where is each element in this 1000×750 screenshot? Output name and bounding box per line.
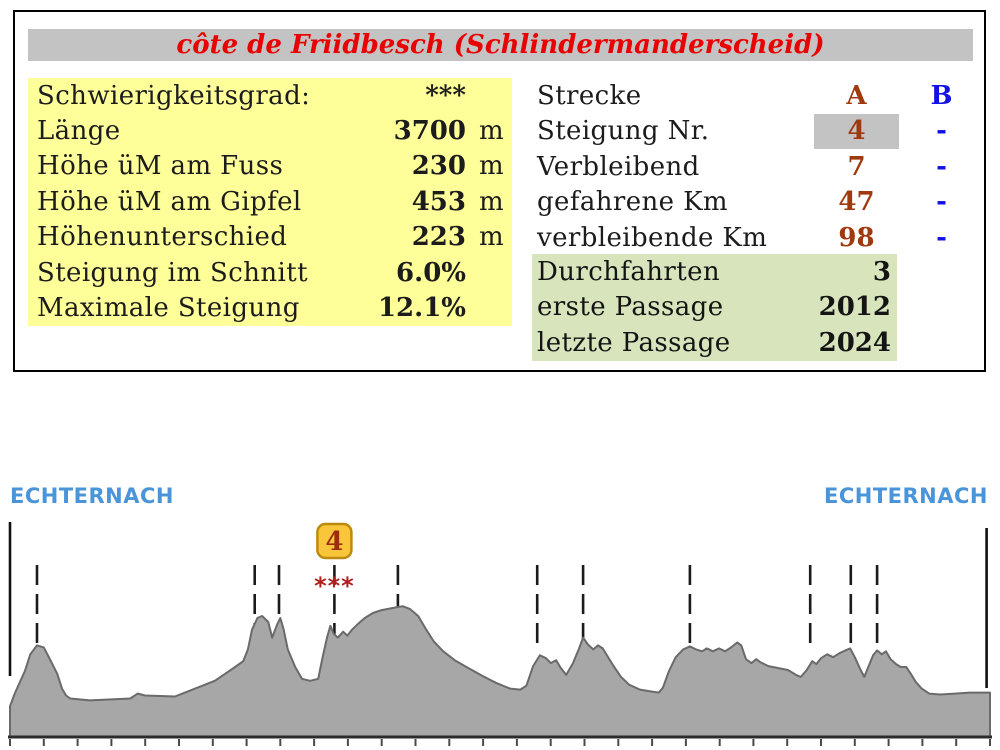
stat-label: Höhe üM am Fuss [37, 151, 284, 182]
stat-label: Höhenunterschied [37, 222, 288, 253]
climb-difficulty-stars: *** [314, 572, 355, 600]
value-b: - [936, 116, 947, 147]
table-row: Durchfahrten 3 [532, 254, 897, 290]
value-a: 98 [838, 222, 875, 253]
stat-unit: m [479, 186, 504, 217]
table-row: Höhe üM am Fuss 230 m [28, 149, 512, 184]
stat-unit: m [479, 116, 504, 147]
table-row: Maximale Steigung 12.1% [28, 290, 512, 325]
row-label: gefahrene Km [537, 187, 728, 218]
stat-value: 230 [411, 151, 466, 182]
stat-value: *** [425, 80, 466, 111]
stat-label: Länge [37, 116, 121, 147]
column-header-b: B [930, 80, 953, 111]
stat-label: Höhe üM am Gipfel [37, 186, 302, 217]
climb-number: 4 [325, 527, 343, 557]
row-label: verbleibende Km [537, 222, 768, 253]
stat-label: Steigung im Schnitt [37, 257, 308, 288]
stat-value: 12.1% [377, 293, 466, 324]
page-title: côte de Friidbesch (Schlindermanderschei… [176, 30, 825, 60]
table-row: gefahrene Km 47 - [532, 185, 984, 221]
selected-cell-climb-number: 4 [814, 113, 899, 149]
row-value: 2012 [818, 292, 891, 323]
stat-value: 6.0% [396, 257, 466, 288]
stat-value: 3700 [393, 116, 466, 147]
elevation-area [9, 605, 991, 738]
row-value: 2024 [818, 327, 891, 358]
table-row: erste Passage 2012 [532, 290, 897, 326]
table-header-row: Strecke A B [532, 78, 984, 114]
climb-info-panel: côte de Friidbesch (Schlindermanderschei… [13, 10, 986, 372]
column-header-strecke: Strecke [537, 80, 642, 111]
table-row: letzte Passage 2024 [532, 325, 897, 361]
title-bar: côte de Friidbesch (Schlindermanderschei… [28, 29, 973, 61]
value-b: - [936, 187, 947, 218]
climb-number-badge [316, 522, 353, 560]
passages-panel: Durchfahrten 3 erste Passage 2012 letzte… [532, 254, 897, 361]
table-row: Länge 3700 m [28, 113, 512, 148]
table-row: Schwierigkeitsgrad: *** [28, 78, 512, 113]
value-a: 7 [847, 151, 866, 182]
table-row: Höhenunterschied 223 m [28, 220, 512, 255]
table-row: Steigung im Schnitt 6.0% [28, 255, 512, 290]
row-label: letzte Passage [537, 327, 731, 358]
stat-label: Schwierigkeitsgrad: [37, 80, 311, 111]
value-b: - [936, 151, 947, 182]
value-b: - [936, 222, 947, 253]
elevation-profile-chart: 4 *** [8, 522, 992, 746]
table-row: verbleibende Km 98 - [532, 220, 984, 256]
row-label: Durchfahrten [537, 256, 721, 287]
route-end-city-label: ECHTERNACH [824, 484, 988, 508]
climb-stats-panel: Schwierigkeitsgrad: *** Länge 3700 m Höh… [28, 78, 512, 326]
stat-label: Maximale Steigung [37, 293, 300, 324]
stat-unit: m [479, 222, 504, 253]
row-label: Verbleibend [537, 151, 700, 182]
table-row: Steigung Nr. 4 - [532, 113, 984, 149]
row-value: 3 [872, 256, 891, 287]
stat-value: 453 [411, 186, 466, 217]
stat-unit: m [479, 151, 504, 182]
route-status-panel: Strecke A B Steigung Nr. 4 - Verbleibend… [532, 78, 984, 256]
row-label: erste Passage [537, 292, 724, 323]
stat-value: 223 [411, 222, 466, 253]
route-start-city-label: ECHTERNACH [10, 484, 174, 508]
table-row: Verbleibend 7 - [532, 149, 984, 185]
value-a: 47 [838, 187, 875, 218]
row-label: Steigung Nr. [537, 116, 710, 147]
column-header-a: A [846, 80, 867, 111]
table-row: Höhe üM am Gipfel 453 m [28, 184, 512, 219]
